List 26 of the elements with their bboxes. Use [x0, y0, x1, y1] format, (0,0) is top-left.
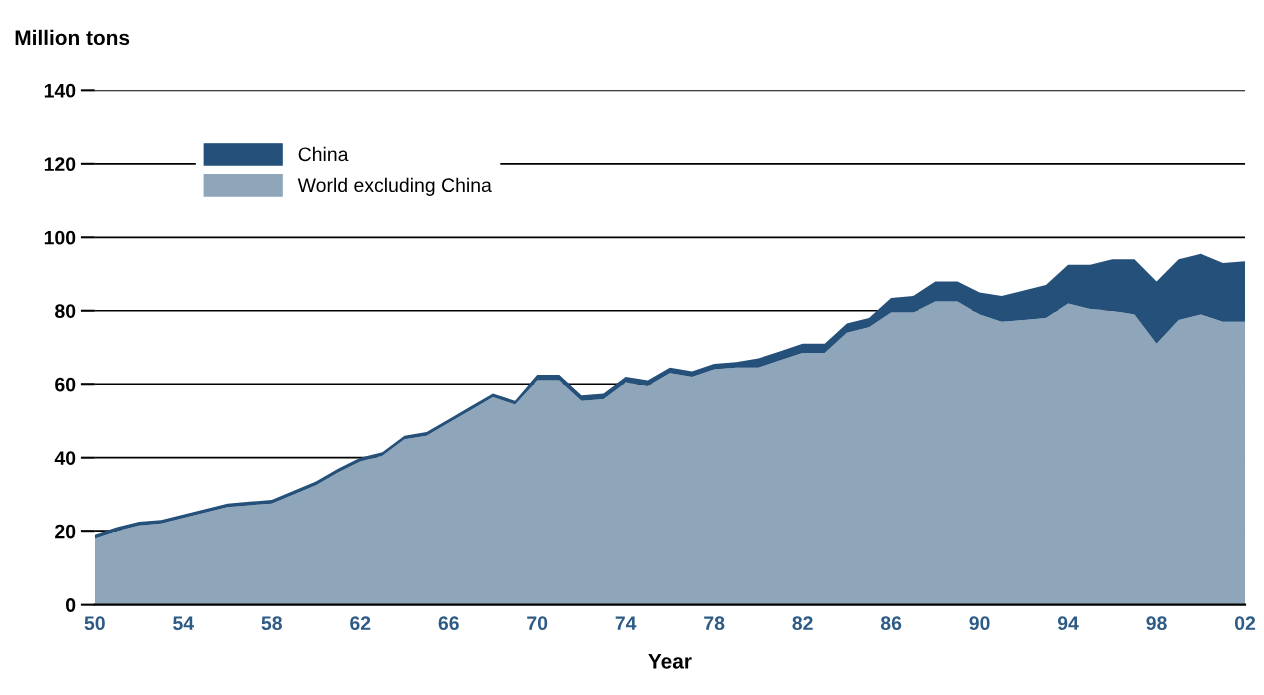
y-axis-title: Million tons [15, 29, 130, 46]
x-axis-title: Year [648, 654, 692, 669]
x-tick-label: 74 [615, 616, 637, 630]
legend-label: China [298, 146, 349, 162]
y-tick-label: 80 [55, 304, 76, 318]
x-tick-label: 90 [969, 616, 990, 631]
y-tick-label: 40 [54, 451, 76, 465]
y-tick-label: 120 [44, 157, 76, 172]
x-tick-label: 66 [438, 616, 459, 631]
x-tick-label: 78 [704, 616, 725, 631]
x-tick-label: 62 [350, 616, 371, 631]
x-tick-label: 82 [792, 616, 813, 631]
x-tick-label: 50 [84, 616, 105, 631]
x-tick-label: 54 [173, 616, 194, 631]
x-tick-label: 86 [880, 616, 902, 631]
x-tick-label: 98 [1146, 616, 1167, 631]
y-tick-label: 20 [55, 524, 76, 539]
y-tick-label: 0 [66, 598, 76, 612]
legend-label: World excluding China [297, 177, 492, 196]
x-tick-label: 70 [527, 616, 548, 631]
x-tick-label: 02 [1235, 616, 1256, 631]
y-tick-label: 60 [55, 377, 76, 392]
x-tick-label: 58 [261, 616, 282, 631]
x-tick-label: 94 [1057, 616, 1079, 631]
y-tick-label: 140 [44, 83, 76, 98]
y-tick-label: 100 [44, 230, 76, 245]
